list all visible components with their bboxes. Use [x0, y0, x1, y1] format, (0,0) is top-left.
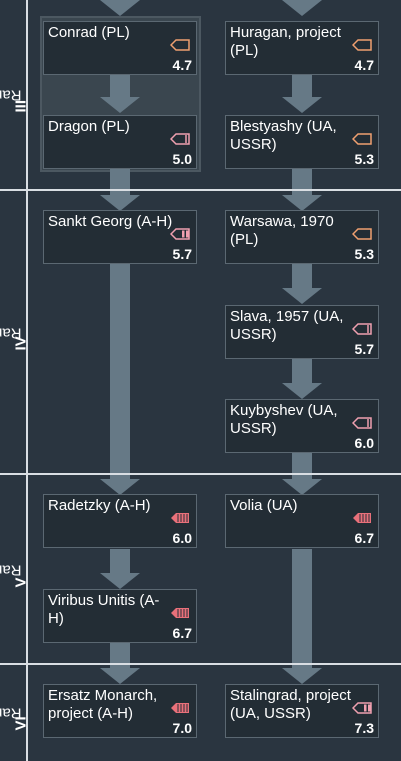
arrow-down-icon [282, 479, 322, 495]
battle-rating: 7.0 [172, 720, 192, 736]
vehicle-name: Kuybyshev (UA, USSR) [230, 402, 338, 437]
vehicle-card[interactable]: Huragan, project (PL) 4.7 [225, 21, 379, 75]
rank-label-iv: Rank IV [0, 324, 30, 351]
battleship-icon [171, 703, 189, 713]
rank-column-iv: Rank IV [0, 190, 30, 475]
rank-divider [0, 189, 401, 191]
rank-divider [0, 473, 401, 475]
vehicle-name: Blestyashy (UA, USSR) [230, 118, 337, 153]
connector [292, 264, 312, 288]
battle-rating: 6.0 [354, 435, 374, 451]
battle-rating: 5.3 [354, 151, 374, 167]
battle-rating: 6.0 [172, 530, 192, 546]
rank-label-v: Rank V [0, 561, 30, 588]
battle-rating: 7.3 [354, 720, 374, 736]
vehicle-card[interactable]: Dragon (PL) 5.0 [43, 115, 197, 169]
arrow-down-icon [282, 0, 322, 16]
connector [292, 359, 312, 383]
vehicle-card[interactable]: Viribus Unitis (A-H) 6.7 [43, 589, 197, 643]
vehicle-name: Ersatz Monarch, project (A-H) [48, 687, 158, 722]
vehicle-name: Stalingrad, project (UA, USSR) [230, 687, 351, 722]
vehicle-card[interactable]: Kuybyshev (UA, USSR) 6.0 [225, 399, 379, 453]
light-cruiser-icon [352, 323, 372, 335]
rank-column-iii: Rank III [0, 0, 30, 190]
arrow-down-icon [100, 0, 140, 16]
rank-column-vi: Rank VI [0, 665, 30, 761]
battle-rating: 5.3 [354, 246, 374, 262]
arrow-down-icon [100, 668, 140, 684]
connector [292, 549, 312, 668]
vehicle-card[interactable]: Blestyashy (UA, USSR) 5.3 [225, 115, 379, 169]
arrow-down-icon [282, 97, 322, 113]
battlecruiser-icon [352, 133, 372, 145]
vehicle-name: Viribus Unitis (A-H) [48, 592, 160, 627]
vehicle-name: Conrad (PL) [48, 24, 130, 41]
connector [292, 453, 312, 479]
rank-column-v: Rank V [0, 475, 30, 665]
vehicle-card[interactable]: Slava, 1957 (UA, USSR) 5.7 [225, 305, 379, 359]
vehicle-card[interactable]: Stalingrad, project (UA, USSR) 7.3 [225, 684, 379, 738]
connector [292, 75, 312, 97]
connector [292, 169, 312, 195]
connector [110, 643, 130, 668]
heavy-cruiser-icon [170, 228, 190, 240]
vehicle-card[interactable]: Sankt Georg (A-H) 5.7 [43, 210, 197, 264]
battlecruiser-icon [170, 39, 190, 51]
battle-rating: 4.7 [172, 57, 192, 73]
battle-rating: 5.0 [172, 151, 192, 167]
connector [110, 549, 130, 573]
vehicle-name: Slava, 1957 (UA, USSR) [230, 308, 344, 343]
battleship-icon [353, 513, 371, 523]
battle-rating: 6.7 [172, 625, 192, 641]
vehicle-name: Sankt Georg (A-H) [48, 213, 173, 230]
light-cruiser-icon [352, 417, 372, 429]
arrow-down-icon [100, 573, 140, 589]
vehicle-card[interactable]: Radetzky (A-H) 6.0 [43, 494, 197, 548]
battleship-icon [171, 513, 189, 523]
vehicle-name: Dragon (PL) [48, 118, 130, 135]
battlecruiser-icon [352, 228, 372, 240]
arrow-down-icon [100, 97, 140, 113]
arrow-down-icon [282, 383, 322, 399]
vehicle-name: Warsawa, 1970 (PL) [230, 213, 334, 248]
battle-rating: 5.7 [354, 341, 374, 357]
battleship-icon [171, 608, 189, 618]
connector [110, 169, 130, 195]
arrow-down-icon [282, 288, 322, 304]
vehicle-card[interactable]: Ersatz Monarch, project (A-H) 7.0 [43, 684, 197, 738]
vehicle-name: Volia (UA) [230, 497, 298, 514]
vehicle-card[interactable]: Volia (UA) 6.7 [225, 494, 379, 548]
battle-rating: 5.7 [172, 246, 192, 262]
battle-rating: 4.7 [354, 57, 374, 73]
arrow-down-icon [282, 668, 322, 684]
arrow-down-icon [282, 195, 322, 211]
vehicle-name: Radetzky (A-H) [48, 497, 151, 514]
connector [110, 264, 130, 479]
vehicle-card[interactable]: Conrad (PL) 4.7 [43, 21, 197, 75]
rank-label-iii: Rank III [0, 86, 30, 113]
battlecruiser-icon [352, 39, 372, 51]
arrow-down-icon [100, 479, 140, 495]
connector [110, 75, 130, 97]
arrow-down-icon [100, 195, 140, 211]
battle-rating: 6.7 [354, 530, 374, 546]
vehicle-card[interactable]: Warsawa, 1970 (PL) 5.3 [225, 210, 379, 264]
vehicle-name: Huragan, project (PL) [230, 24, 341, 59]
rank-divider [0, 663, 401, 665]
light-cruiser-icon [170, 133, 190, 145]
heavy-cruiser-icon [352, 702, 372, 714]
rank-label-vi: Rank VI [0, 704, 30, 731]
